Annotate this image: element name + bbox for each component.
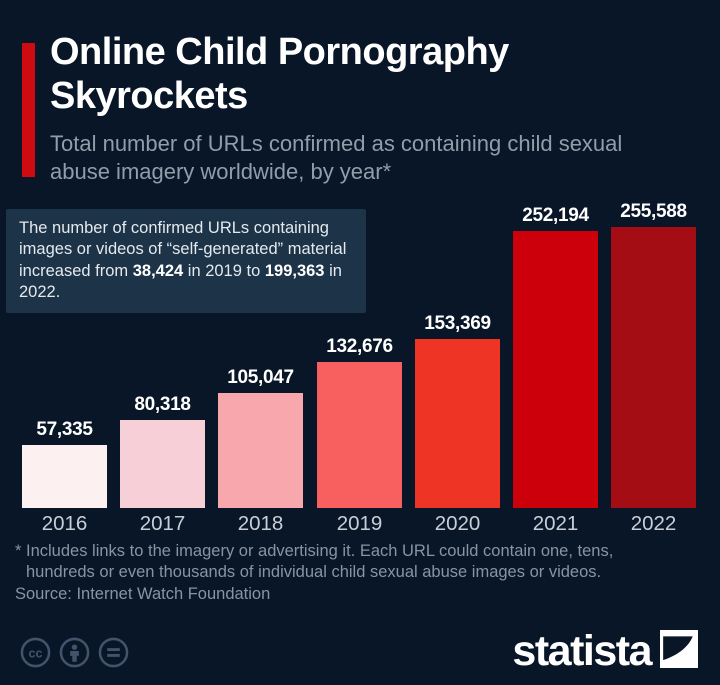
no-derivatives-icon[interactable]	[98, 637, 129, 668]
bar-2022	[611, 227, 696, 508]
bar-slot-2020: 153,369	[415, 313, 500, 508]
annotation-text-3: in 2022.	[19, 261, 342, 302]
bar-2020	[415, 339, 500, 508]
svg-text:cc: cc	[29, 646, 43, 660]
bar-value-label-2019: 132,676	[326, 336, 393, 357]
bar-slot-2017: 80,318	[120, 394, 205, 508]
title-line-2: Skyrockets	[50, 75, 248, 118]
bar-2017	[120, 420, 205, 508]
x-tick-2019: 2019	[336, 512, 383, 535]
footnote: * Includes links to the imagery or adver…	[15, 541, 715, 582]
page-subtitle: Total number of URLs confirmed as contai…	[50, 131, 623, 185]
page-title: Online Child Pornography Skyrockets	[50, 30, 690, 119]
x-tick-2017: 2017	[139, 512, 186, 535]
annotation-text-1: The number of confirmed URLs containing …	[19, 219, 347, 280]
bar-value-label-2020: 153,369	[424, 313, 491, 334]
bar-value-label-2021: 252,194	[522, 205, 589, 226]
footnote-line-1: * Includes links to the imagery or adver…	[15, 542, 614, 560]
annotation-text-2: in 2019 to	[183, 261, 265, 280]
bar-2018	[218, 393, 303, 508]
source-label: Source: Internet Watch Foundation	[15, 585, 271, 603]
cc-icon[interactable]: cc	[20, 637, 51, 668]
title-line-1: Online Child Pornography	[50, 31, 509, 73]
bar-2019	[317, 362, 402, 508]
statista-logo[interactable]: statista	[512, 630, 698, 673]
x-tick-2016: 2016	[41, 512, 88, 535]
bar-slot-2022: 255,588	[611, 201, 696, 508]
bar-slot-2016: 57,335	[22, 419, 107, 508]
bar-value-label-2017: 80,318	[134, 394, 191, 415]
bar-slot-2018: 105,047	[218, 367, 303, 508]
bar-slot-2019: 132,676	[317, 336, 402, 508]
bar-value-label-2022: 255,588	[620, 201, 687, 222]
annotation-bold-2: 199,363	[264, 261, 325, 280]
x-tick-2022: 2022	[630, 512, 677, 535]
title-accent-bar	[22, 43, 35, 177]
bar-slot-2021: 252,194	[513, 205, 598, 508]
annotation-bold-1: 38,424	[132, 261, 184, 280]
footnote-line-2: hundreds or even thousands of individual…	[26, 562, 602, 581]
attribution-icon[interactable]	[59, 637, 90, 668]
bar-value-label-2016: 57,335	[36, 419, 93, 440]
bar-value-label-2018: 105,047	[227, 367, 294, 388]
x-axis: 2016 2017 2018 2019 2020 2021 2022	[0, 512, 720, 538]
statista-logo-mark	[660, 630, 698, 673]
x-tick-2018: 2018	[237, 512, 284, 535]
bar-chart: 57,335 80,318 105,047 132,676 153,369 252,194…	[0, 201, 720, 508]
license-row: cc	[20, 637, 129, 668]
x-tick-2020: 2020	[434, 512, 481, 535]
annotation-box: The number of confirmed URLs containing …	[6, 209, 366, 313]
bar-2021	[513, 231, 598, 508]
x-tick-2021: 2021	[532, 512, 579, 535]
bar-2016	[22, 445, 107, 508]
statista-wordmark: statista	[512, 627, 652, 675]
